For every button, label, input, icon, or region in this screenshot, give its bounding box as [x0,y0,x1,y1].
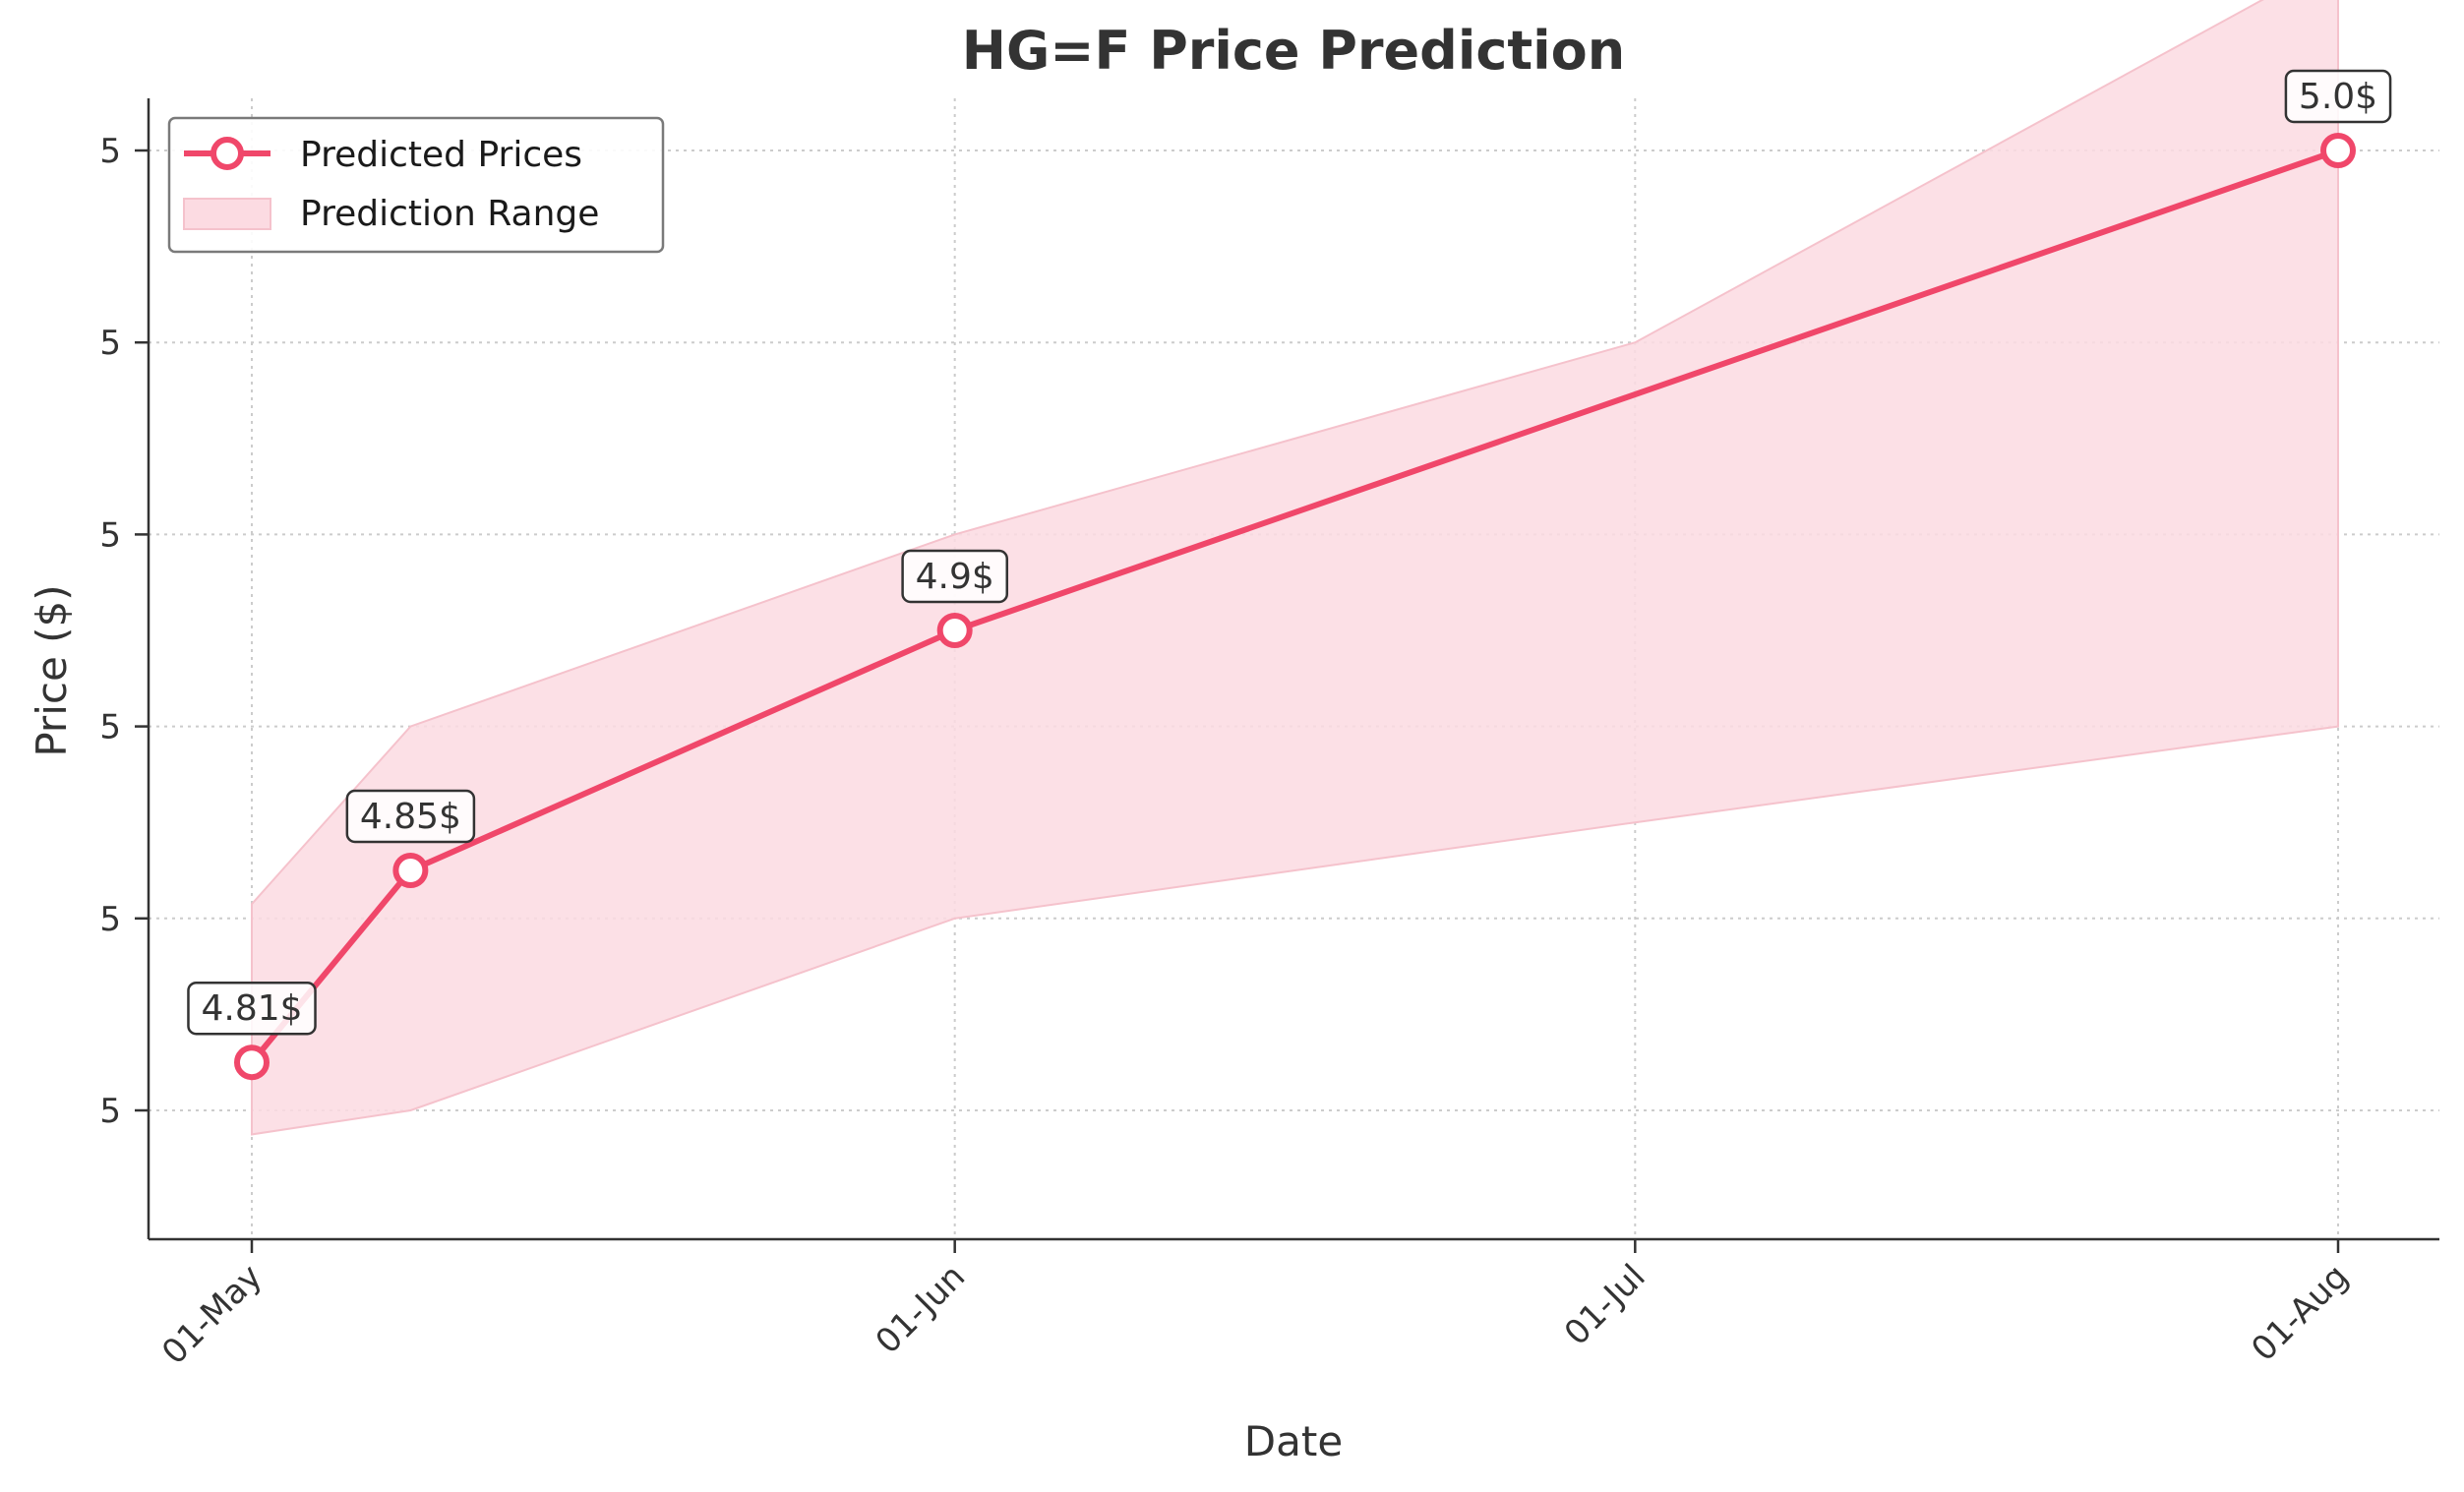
axes [147,98,2439,1241]
data-label: 4.81$ [187,981,317,1036]
data-label: 5.0$ [2284,69,2392,124]
y-tick-label: 5 [99,324,121,363]
data-label-box [345,789,476,844]
data-label-text: 5.0$ [2299,77,2377,117]
predicted-price-point [936,613,973,648]
data-label: 4.9$ [901,549,1009,604]
data-label-box [901,549,1009,604]
predicted-price-point [234,1044,270,1081]
legend-box [167,116,665,254]
annotations: 4.81$ 4.85$ 4.9$ 5.0$ [187,69,2392,1036]
data-label: 4.85$ [345,789,476,844]
legend-band-swatch [183,198,271,230]
data-label-text: 4.85$ [360,797,461,837]
prediction-range-area [251,0,2339,1136]
y-tick-label: 5 [99,132,121,171]
data-label-box [187,981,317,1036]
x-axis-label: Date [1244,1417,1343,1465]
legend: Predicted Prices Prediction Range [167,116,665,254]
y-tick-label: 5 [99,515,121,555]
legend-marker-swatch [210,137,244,170]
data-label-box [2284,69,2392,124]
legend-label-range: Prediction Range [300,194,599,234]
predicted-prices-line [249,148,2339,1065]
data-label-text: 4.81$ [201,988,302,1029]
y-ticks: 5 5 5 5 5 5 [99,132,149,1131]
y-tick-label: 5 [99,900,121,939]
data-label-text: 4.9$ [916,557,994,597]
y-axis-label: Price ($) [28,584,76,756]
chart-title: HG=F Price Prediction [962,20,1625,82]
legend-label-predicted: Predicted Prices [300,135,582,175]
prediction-range-band [251,0,2339,1136]
y-tick-label: 5 [99,708,121,747]
predicted-price-point [392,853,429,888]
predicted-prices-series [234,133,2356,1081]
predicted-price-point [2320,133,2356,168]
y-tick-label: 5 [99,1092,121,1131]
